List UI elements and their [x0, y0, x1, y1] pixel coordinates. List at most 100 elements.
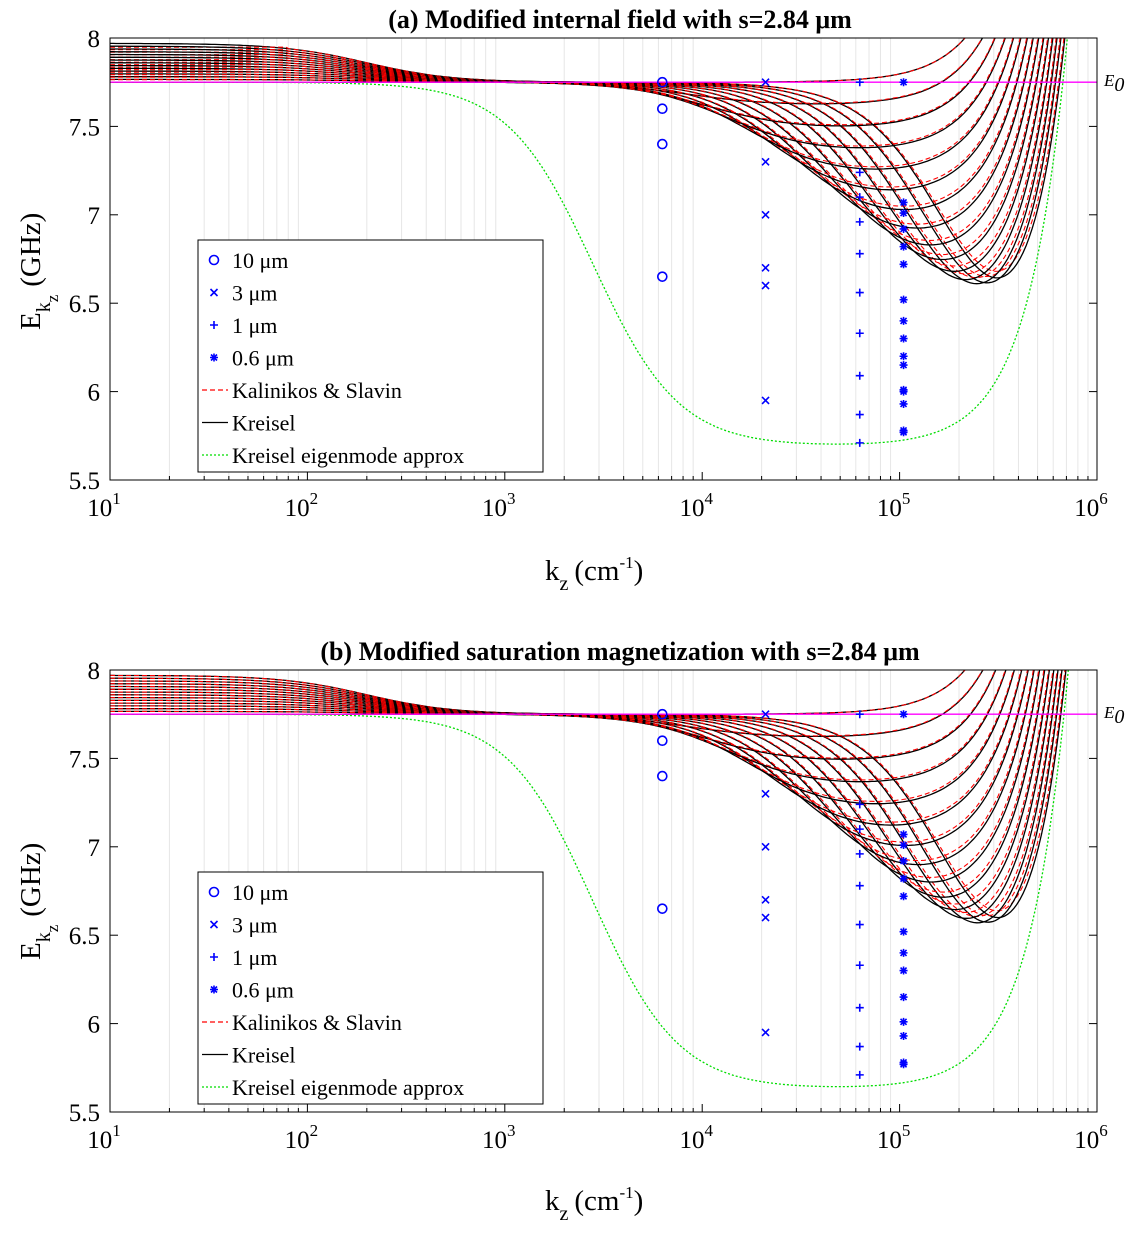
legend-label: Kalinikos & Slavin: [232, 378, 402, 403]
legend-entry: 1 μm: [210, 313, 277, 338]
asterisk-marker: [899, 316, 908, 325]
kalinikos-curve: [110, 38, 1065, 272]
legend-label: 1 μm: [232, 313, 277, 338]
legend-entry: 0.6 μm: [210, 978, 294, 1003]
kreisel-curve: [110, 38, 1034, 229]
x-tick-label: 105: [877, 1121, 911, 1154]
x-tick-label: 106: [1074, 489, 1108, 522]
plus-marker: [855, 371, 864, 380]
x-tick-label: 101: [87, 489, 121, 522]
cross-marker: [761, 842, 770, 851]
y-tick-label: 7.5: [69, 114, 100, 141]
plus-marker: [855, 78, 864, 87]
kalinikos-curve: [110, 670, 1050, 905]
x-axis-label: kz (cm-1): [545, 1183, 643, 1225]
y-axis-label: Ekz(GHz): [15, 213, 62, 330]
plus-marker: [855, 1042, 864, 1051]
x-tick-label: 104: [679, 1121, 713, 1154]
circle-marker: [657, 138, 668, 150]
asterisk-marker: [899, 856, 908, 865]
x-tick-label: 102: [285, 1121, 319, 1154]
x-tick-label: 106: [1074, 1121, 1108, 1154]
cross-marker: [761, 895, 770, 904]
plus-marker: [855, 217, 864, 226]
asterisk-marker: [899, 841, 908, 850]
plus-marker: [855, 920, 864, 929]
kreisel-curve: [110, 38, 1066, 279]
asterisk-marker: [899, 242, 908, 251]
plus-marker: [855, 288, 864, 297]
asterisk-marker: [899, 830, 908, 839]
asterisk-marker: [899, 948, 908, 957]
plus-marker: [855, 710, 864, 719]
plus-marker: [210, 321, 218, 329]
y-tick-label: 6: [88, 1012, 101, 1039]
legend-label: Kalinikos & Slavin: [232, 1010, 402, 1035]
circle-marker: [208, 886, 220, 898]
y-tick-label: 8: [88, 658, 101, 685]
asterisk-marker: [899, 224, 908, 233]
circle-marker: [657, 770, 668, 782]
plus-marker: [855, 800, 864, 809]
asterisk-marker: [899, 1031, 908, 1040]
plot-frame: [109, 669, 1098, 1113]
asterisk-marker: [899, 260, 908, 269]
asterisk-marker: [899, 927, 908, 936]
plot-lines: [110, 670, 1097, 1088]
kalinikos-curve: [110, 670, 1022, 823]
asterisk-marker: [899, 993, 908, 1002]
kalinikos-curve: [110, 38, 1021, 188]
legend-label: 3 μm: [232, 281, 277, 306]
legend-label: 10 μm: [232, 880, 288, 905]
y-tick-label: 8: [88, 26, 101, 53]
kalinikos-curve: [110, 670, 1015, 802]
asterisk-marker: [899, 1017, 908, 1026]
panel-b: (b) Modified saturation magnetization wi…: [15, 637, 1124, 1225]
legend-entry: Kreisel: [202, 411, 296, 436]
cross-marker: [761, 210, 770, 219]
legend-entry: Kreisel eigenmode approx: [202, 443, 464, 468]
plus-marker: [855, 961, 864, 970]
kalinikos-curve: [110, 38, 1006, 147]
circle-marker: [657, 903, 668, 914]
asterisk-marker: [899, 874, 908, 883]
y-tick-label: 5.5: [69, 468, 100, 495]
circle-marker: [657, 76, 668, 88]
legend-entry: Kreisel: [202, 1043, 296, 1068]
kalinikos-curve: [110, 670, 1029, 843]
kalinikos-curve: [110, 670, 1054, 913]
kalinikos-curve: [110, 670, 984, 737]
kalinikos-curve: [110, 38, 1034, 225]
kalinikos-curve: [110, 670, 996, 759]
cross-marker: [209, 288, 219, 297]
asterisk-marker: [899, 334, 908, 343]
legend-label: Kreisel eigenmode approx: [232, 443, 464, 468]
kalinikos-curve: [110, 38, 1061, 278]
cross-marker: [761, 710, 770, 719]
kalinikos-curve: [110, 38, 1057, 279]
axes-frame: [109, 37, 1098, 481]
kalinikos-curve: [110, 38, 1053, 275]
y-tick-label: 6.5: [69, 923, 100, 950]
legend-entry: 3 μm: [209, 281, 277, 306]
kalinikos-curve: [110, 38, 1039, 241]
kalinikos-curve: [110, 670, 1058, 918]
legend-label: Kreisel: [232, 411, 296, 436]
legend-box: [197, 239, 544, 473]
legend-entry: 1 μm: [210, 945, 277, 970]
asterisk-marker: [899, 710, 908, 719]
plus-marker: [855, 329, 864, 338]
kalinikos-curve: [110, 670, 1045, 893]
legend-label: 10 μm: [232, 248, 288, 273]
circle-marker: [208, 254, 220, 266]
panel-title: (a) Modified internal field with s=2.84 …: [388, 5, 852, 34]
y-tick-label: 6.5: [69, 291, 100, 318]
plus-marker: [855, 193, 864, 202]
cross-marker: [761, 789, 770, 798]
y-tick-label: 7: [88, 835, 101, 862]
legend: 10 μm 3 μm 1 μm 0.6 μm Kalinikos & Slavin Kre…: [197, 871, 544, 1105]
cross-marker: [761, 913, 770, 922]
data-markers: [657, 708, 908, 1079]
asterisk-marker: [899, 198, 908, 207]
kalinikos-curve: [110, 38, 1044, 256]
